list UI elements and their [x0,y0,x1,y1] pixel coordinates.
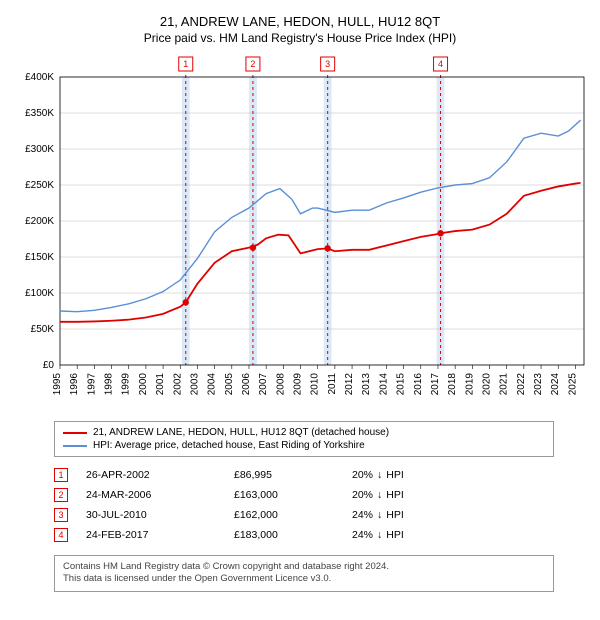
sale-date: 24-MAR-2006 [86,489,216,501]
svg-text:2014: 2014 [378,373,389,396]
svg-text:2011: 2011 [327,373,338,395]
svg-text:2025: 2025 [567,373,578,396]
sale-date: 30-JUL-2010 [86,509,216,521]
sale-date: 24-FEB-2017 [86,529,216,541]
sale-index-box: 2 [54,488,68,502]
sale-diff: 24% ↓ HPI [352,509,554,521]
sales-table: 1 26-APR-2002 £86,995 20% ↓ HPI 2 24-MAR-2006… [54,465,554,545]
sale-row: 2 24-MAR-2006 £163,000 20% ↓ HPI [54,485,554,505]
svg-text:2002: 2002 [172,373,183,396]
sale-row: 1 26-APR-2002 £86,995 20% ↓ HPI [54,465,554,485]
footer-line: This data is licensed under the Open Gov… [63,573,545,585]
sale-index-box: 1 [54,468,68,482]
svg-text:£300K: £300K [25,144,54,155]
svg-text:2005: 2005 [224,373,235,396]
svg-text:£0: £0 [43,360,55,371]
legend-label: 21, ANDREW LANE, HEDON, HULL, HU12 8QT (… [93,427,389,438]
svg-text:2016: 2016 [413,373,424,396]
sale-diff: 24% ↓ HPI [352,529,554,541]
sale-row: 4 24-FEB-2017 £183,000 24% ↓ HPI [54,525,554,545]
svg-text:£250K: £250K [25,180,54,191]
svg-text:2020: 2020 [482,373,493,396]
sale-diff: 20% ↓ HPI [352,469,554,481]
svg-text:2017: 2017 [430,373,441,396]
legend-item: 21, ANDREW LANE, HEDON, HULL, HU12 8QT (… [63,426,545,439]
arrow-down-icon: ↓ [377,509,382,521]
sale-date: 26-APR-2002 [86,469,216,481]
sale-diff: 20% ↓ HPI [352,489,554,501]
svg-text:2024: 2024 [550,373,561,396]
legend-swatch [63,445,87,447]
svg-text:2019: 2019 [464,373,475,396]
page-subtitle: Price paid vs. HM Land Registry's House … [10,31,590,45]
legend-label: HPI: Average price, detached house, East… [93,440,365,451]
svg-text:2003: 2003 [189,373,200,396]
sale-row: 3 30-JUL-2010 £162,000 24% ↓ HPI [54,505,554,525]
svg-text:2010: 2010 [310,373,321,396]
svg-text:£150K: £150K [25,252,54,263]
chart-legend: 21, ANDREW LANE, HEDON, HULL, HU12 8QT (… [54,421,554,457]
svg-text:2015: 2015 [396,373,407,396]
svg-text:2006: 2006 [241,373,252,396]
svg-text:2013: 2013 [361,373,372,396]
svg-text:2007: 2007 [258,373,269,396]
svg-text:£350K: £350K [25,108,54,119]
svg-text:2001: 2001 [155,373,166,396]
price-vs-hpi-chart: £0 £50K £100K £150K £200K £250K £300K £350K £400… [10,55,590,415]
svg-text:1996: 1996 [69,373,80,396]
svg-text:2004: 2004 [207,373,218,396]
svg-text:3: 3 [325,59,330,69]
page-title: 21, ANDREW LANE, HEDON, HULL, HU12 8QT [10,14,590,29]
arrow-down-icon: ↓ [377,529,382,541]
svg-text:2000: 2000 [138,373,149,396]
sale-price: £86,995 [234,469,334,481]
arrow-down-icon: ↓ [377,469,382,481]
svg-text:2022: 2022 [516,373,527,396]
svg-text:£400K: £400K [25,72,54,83]
sale-price: £183,000 [234,529,334,541]
sale-index-box: 4 [54,528,68,542]
svg-text:2018: 2018 [447,373,458,396]
data-attribution: Contains HM Land Registry data © Crown c… [54,555,554,592]
svg-text:1999: 1999 [121,373,132,396]
svg-text:2008: 2008 [275,373,286,396]
svg-text:£200K: £200K [25,216,54,227]
svg-text:4: 4 [438,59,443,69]
chart-container: £0 £50K £100K £150K £200K £250K £300K £350K £400… [10,55,590,415]
legend-swatch [63,432,87,434]
sale-price: £163,000 [234,489,334,501]
sale-price: £162,000 [234,509,334,521]
svg-text:2021: 2021 [499,373,510,396]
svg-text:2023: 2023 [533,373,544,396]
svg-text:2009: 2009 [293,373,304,396]
arrow-down-icon: ↓ [377,489,382,501]
svg-text:1997: 1997 [86,373,97,396]
svg-text:2012: 2012 [344,373,355,396]
svg-text:1: 1 [183,59,188,69]
legend-item: HPI: Average price, detached house, East… [63,439,545,452]
svg-text:£50K: £50K [31,324,55,335]
svg-text:2: 2 [250,59,255,69]
svg-text:£100K: £100K [25,288,54,299]
footer-line: Contains HM Land Registry data © Crown c… [63,561,545,573]
svg-text:1998: 1998 [104,373,115,396]
sale-index-box: 3 [54,508,68,522]
svg-text:1995: 1995 [52,373,63,396]
